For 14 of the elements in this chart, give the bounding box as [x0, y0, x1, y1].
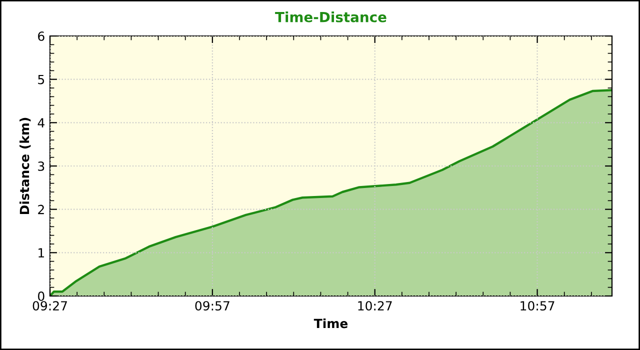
x-tick-label: 09:57	[195, 301, 230, 311]
y-tick-label: 2	[38, 204, 44, 214]
y-tick-label: 4	[38, 118, 44, 128]
x-tick-label: 09:27	[32, 301, 67, 311]
y-tick-label: 1	[38, 248, 44, 258]
y-tick-label: 0	[38, 291, 44, 301]
y-tick-label: 5	[38, 74, 44, 84]
x-axis-title: Time	[314, 318, 348, 328]
x-tick-label: 10:27	[358, 301, 392, 311]
y-tick-label: 3	[38, 161, 44, 171]
chart-title: Time-Distance	[275, 12, 386, 22]
y-tick-label: 6	[38, 31, 44, 41]
y-axis-title: Distance (km)	[20, 118, 31, 214]
x-tick-label: 10:57	[520, 301, 554, 311]
